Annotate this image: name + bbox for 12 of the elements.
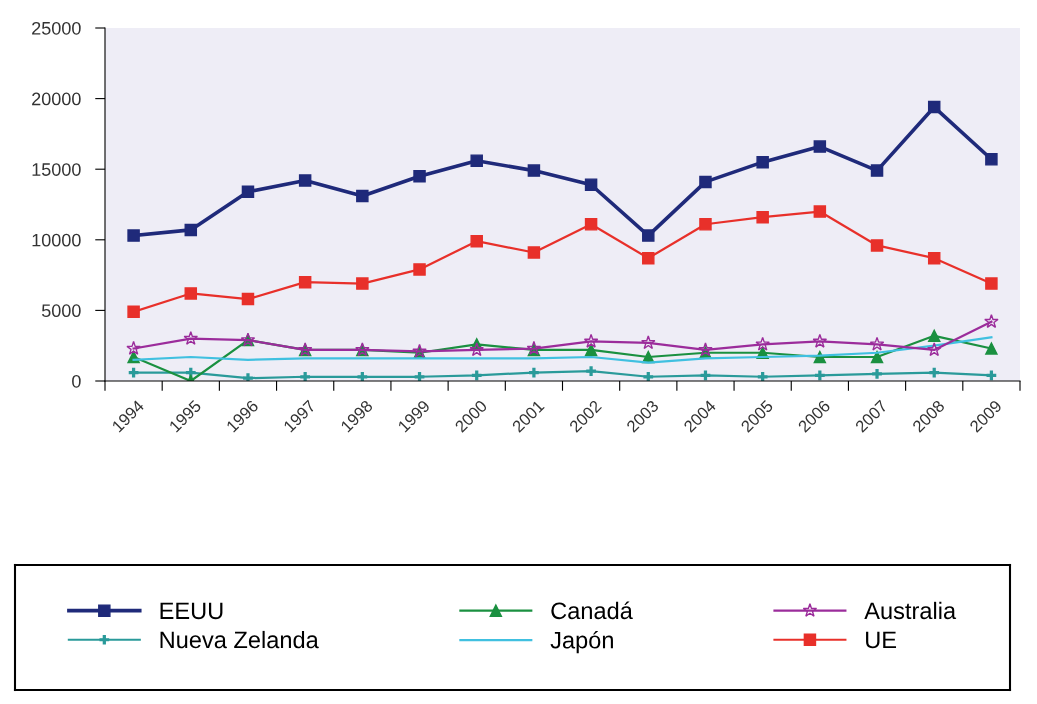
legend-label: Nueva Zelanda [160, 630, 319, 649]
legend-label: Canadá [551, 601, 633, 620]
y-tick-label: 25000 [32, 21, 81, 35]
y-tick-label: 15000 [32, 163, 81, 176]
legend-label: Australia [864, 601, 957, 620]
y-tick-label: 20000 [32, 92, 81, 106]
y-tick-label: 5000 [41, 304, 81, 318]
legend-label: UE [866, 631, 897, 649]
y-tick-label: 10000 [32, 233, 81, 247]
legend-label: EEUU [160, 602, 223, 620]
legend-label: Japón [550, 630, 613, 654]
y-tick-label: 0 [72, 374, 81, 388]
